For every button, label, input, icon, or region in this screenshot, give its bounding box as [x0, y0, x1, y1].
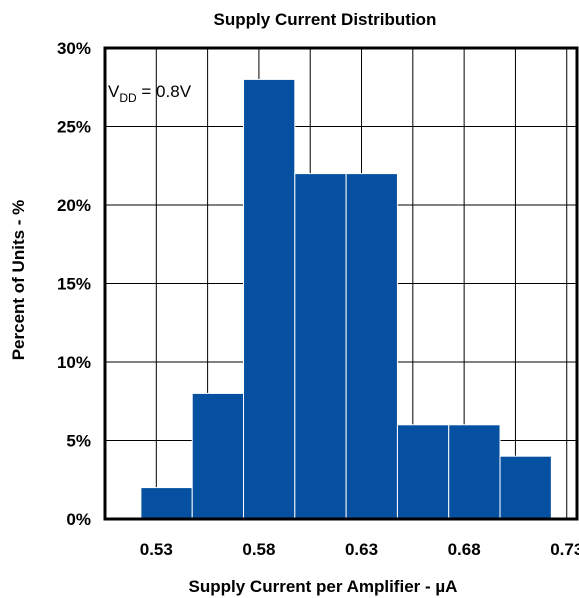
histogram-bar: [396, 424, 450, 520]
y-tick-label: 15%: [57, 275, 91, 294]
histogram-bar: [191, 392, 245, 520]
histogram-bar: [499, 455, 552, 520]
histogram-bar: [243, 78, 296, 520]
vdd-annotation: VDD = 0.8V: [108, 82, 192, 105]
x-tick-labels: 0.53 0.58 0.63 0.68 0.73: [140, 540, 579, 559]
x-tick-label: 0.58: [242, 540, 275, 559]
y-tick-label: 20%: [57, 196, 91, 215]
x-tick-label: 0.73: [550, 540, 579, 559]
vdd-annotation-value: = 0.8V: [137, 82, 192, 101]
histogram-bar: [448, 424, 501, 520]
vdd-annotation-main: V: [108, 82, 120, 101]
bars: [140, 78, 552, 520]
plot-border: [103, 46, 579, 521]
histogram-bar: [345, 173, 398, 520]
x-tick-label: 0.68: [448, 540, 481, 559]
x-axis-label: Supply Current per Amplifier - µA: [189, 577, 458, 596]
y-tick-label: 25%: [57, 118, 91, 137]
y-tick-label: 10%: [57, 353, 91, 372]
y-tick-labels: 0% 5% 10% 15% 20% 25% 30%: [57, 39, 91, 529]
y-tick-label: 30%: [57, 39, 91, 58]
plot-frame: [103, 46, 579, 521]
vdd-annotation-subscript: DD: [119, 91, 137, 105]
chart-title: Supply Current Distribution: [214, 10, 437, 29]
y-axis-label: Percent of Units - %: [9, 200, 28, 361]
x-tick-label: 0.53: [140, 540, 173, 559]
y-tick-label: 0%: [66, 510, 91, 529]
y-tick-label: 5%: [66, 432, 91, 451]
histogram-bar: [140, 487, 193, 520]
histogram-bar: [294, 173, 347, 520]
x-tick-label: 0.63: [345, 540, 378, 559]
